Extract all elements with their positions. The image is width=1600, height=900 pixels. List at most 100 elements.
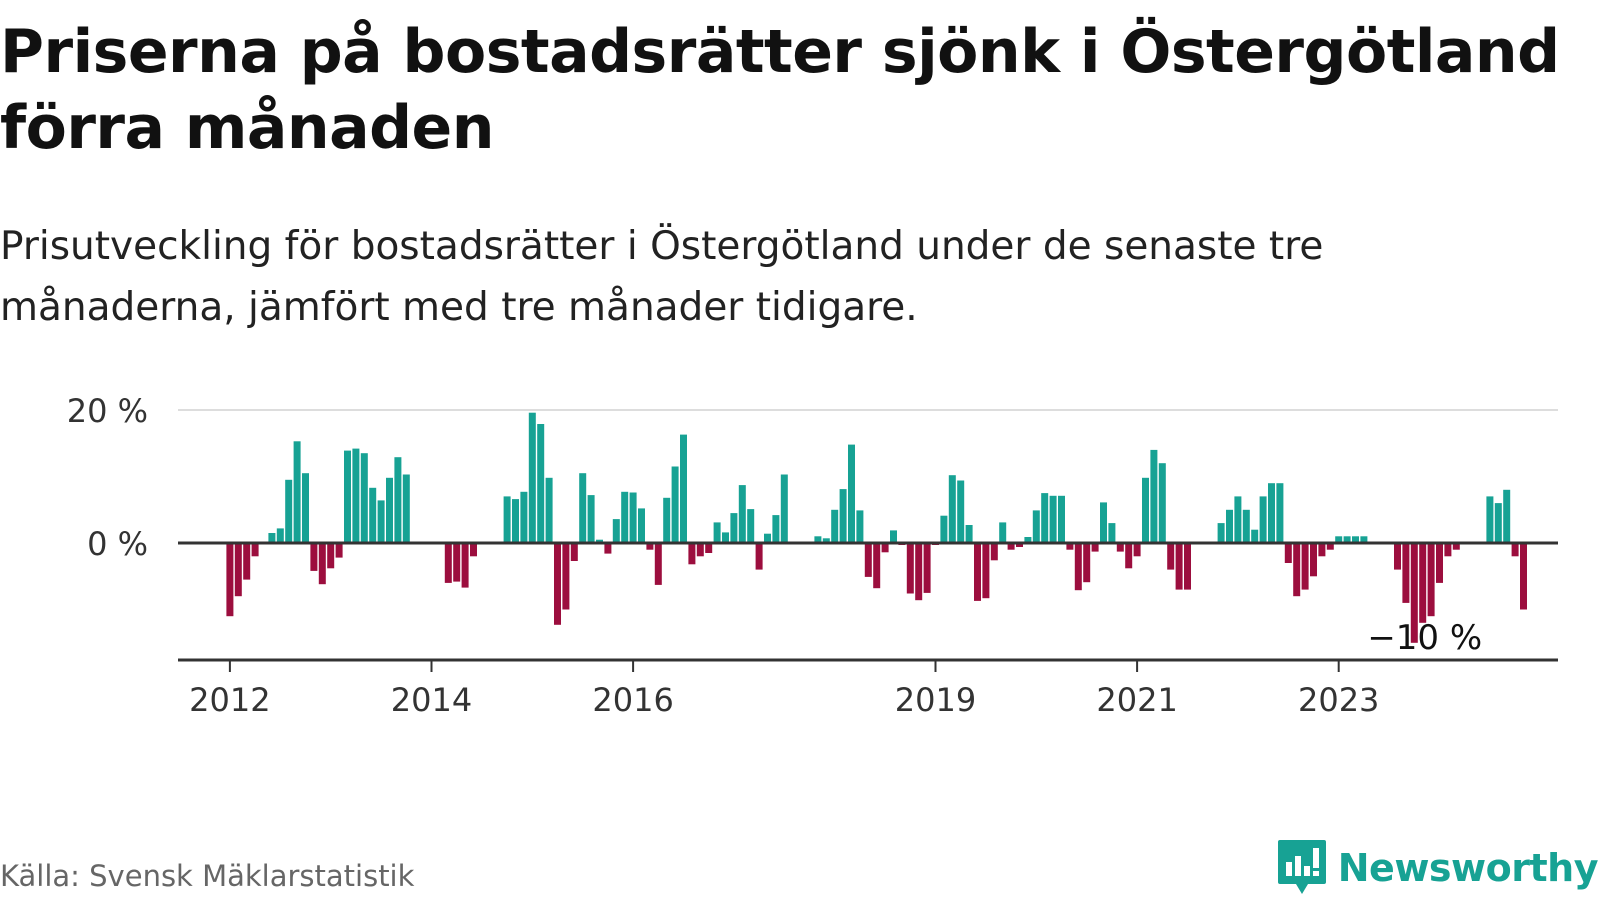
bar bbox=[1293, 543, 1301, 597]
chart-subtitle: Prisutveckling för bostadsrätter i Öster… bbox=[0, 224, 1324, 330]
bar bbox=[1402, 543, 1410, 603]
bar bbox=[1452, 543, 1460, 550]
bar bbox=[251, 543, 259, 557]
bar bbox=[1335, 536, 1343, 543]
bar-chart: 20 % 0 % 2012 2014 2016 2019 2021 2023 −10 % bbox=[67, 392, 1558, 719]
bar bbox=[671, 466, 679, 543]
bar bbox=[772, 515, 780, 543]
bar bbox=[369, 487, 377, 543]
bar bbox=[503, 496, 511, 543]
bar bbox=[1066, 543, 1074, 550]
bar bbox=[528, 412, 536, 543]
bar bbox=[1184, 543, 1191, 590]
bar bbox=[1234, 496, 1242, 543]
source-note: Källa: Svensk Mäklarstatistik bbox=[0, 859, 415, 893]
bar bbox=[814, 536, 822, 543]
bar bbox=[629, 492, 637, 543]
bar bbox=[1158, 463, 1166, 543]
bar bbox=[596, 539, 603, 543]
bar bbox=[310, 543, 318, 571]
bar bbox=[747, 509, 755, 543]
bar bbox=[327, 543, 335, 569]
bar bbox=[520, 491, 528, 543]
bar bbox=[890, 530, 897, 543]
bar bbox=[654, 543, 662, 585]
bar bbox=[923, 543, 931, 593]
bar bbox=[948, 475, 956, 543]
bar bbox=[402, 474, 410, 543]
bar bbox=[537, 424, 545, 543]
x-tick-label: 2014 bbox=[391, 681, 472, 719]
bar bbox=[713, 522, 721, 543]
bar bbox=[646, 543, 654, 550]
x-tick-label: 2023 bbox=[1298, 681, 1379, 719]
bar bbox=[848, 444, 855, 543]
bar bbox=[1284, 543, 1292, 563]
x-tick-label: 2012 bbox=[189, 681, 270, 719]
bar bbox=[1049, 495, 1057, 543]
x-tick-label: 2021 bbox=[1096, 681, 1177, 719]
bar bbox=[545, 477, 553, 543]
bar bbox=[982, 543, 990, 599]
bar bbox=[864, 543, 872, 577]
bar bbox=[906, 543, 914, 594]
bar bbox=[764, 533, 771, 543]
bar bbox=[839, 489, 847, 543]
bar bbox=[570, 543, 578, 561]
bar bbox=[335, 543, 343, 558]
bar bbox=[293, 441, 301, 543]
bar bbox=[965, 525, 973, 543]
bar bbox=[1167, 543, 1175, 570]
bar bbox=[1175, 543, 1183, 590]
bar bbox=[881, 543, 889, 553]
bar bbox=[1100, 502, 1107, 543]
bar bbox=[1410, 543, 1418, 643]
bar bbox=[1083, 543, 1091, 583]
x-tick-label: 2016 bbox=[592, 681, 673, 719]
bar bbox=[1486, 496, 1494, 543]
bar bbox=[453, 543, 461, 582]
bar bbox=[1125, 543, 1133, 569]
bar bbox=[226, 543, 234, 617]
bar bbox=[1226, 509, 1233, 544]
bar bbox=[285, 479, 293, 543]
bar bbox=[1091, 543, 1099, 552]
bar bbox=[554, 543, 561, 625]
y-tick-label: 20 % bbox=[67, 392, 148, 430]
bar bbox=[268, 533, 276, 543]
bar bbox=[1217, 523, 1225, 544]
bar bbox=[940, 515, 948, 543]
bar bbox=[680, 434, 687, 543]
bar bbox=[318, 543, 326, 585]
bar bbox=[1503, 489, 1511, 543]
bar bbox=[1310, 543, 1317, 577]
bar bbox=[915, 543, 923, 601]
bar-chart-speech-bubble-icon bbox=[1277, 840, 1326, 894]
bar bbox=[1520, 543, 1527, 610]
bar bbox=[1058, 495, 1065, 543]
bar bbox=[1268, 483, 1275, 544]
bar bbox=[243, 543, 251, 580]
bar bbox=[1242, 509, 1250, 544]
bar bbox=[1108, 523, 1116, 544]
bar bbox=[512, 499, 519, 543]
bar bbox=[696, 543, 704, 557]
bar bbox=[1024, 537, 1032, 543]
bar bbox=[730, 513, 738, 543]
bar bbox=[722, 532, 729, 543]
bar bbox=[1150, 449, 1158, 543]
bar bbox=[1301, 543, 1309, 590]
bar bbox=[1511, 543, 1519, 557]
bar bbox=[663, 497, 671, 543]
bar bbox=[1142, 477, 1149, 543]
bar bbox=[360, 453, 368, 543]
bar bbox=[1251, 529, 1259, 543]
bar bbox=[856, 510, 864, 543]
bar bbox=[1352, 536, 1359, 543]
bar bbox=[822, 538, 830, 543]
bar bbox=[604, 543, 612, 554]
chart-title: Priserna på bostadsrätter sjönk i Österg… bbox=[0, 17, 1560, 163]
axis-labels: 20 % 0 % 2012 2014 2016 2019 2021 2023 −10 % bbox=[67, 392, 1482, 719]
bar bbox=[1343, 536, 1351, 543]
y-tick-label: 0 % bbox=[87, 525, 148, 563]
